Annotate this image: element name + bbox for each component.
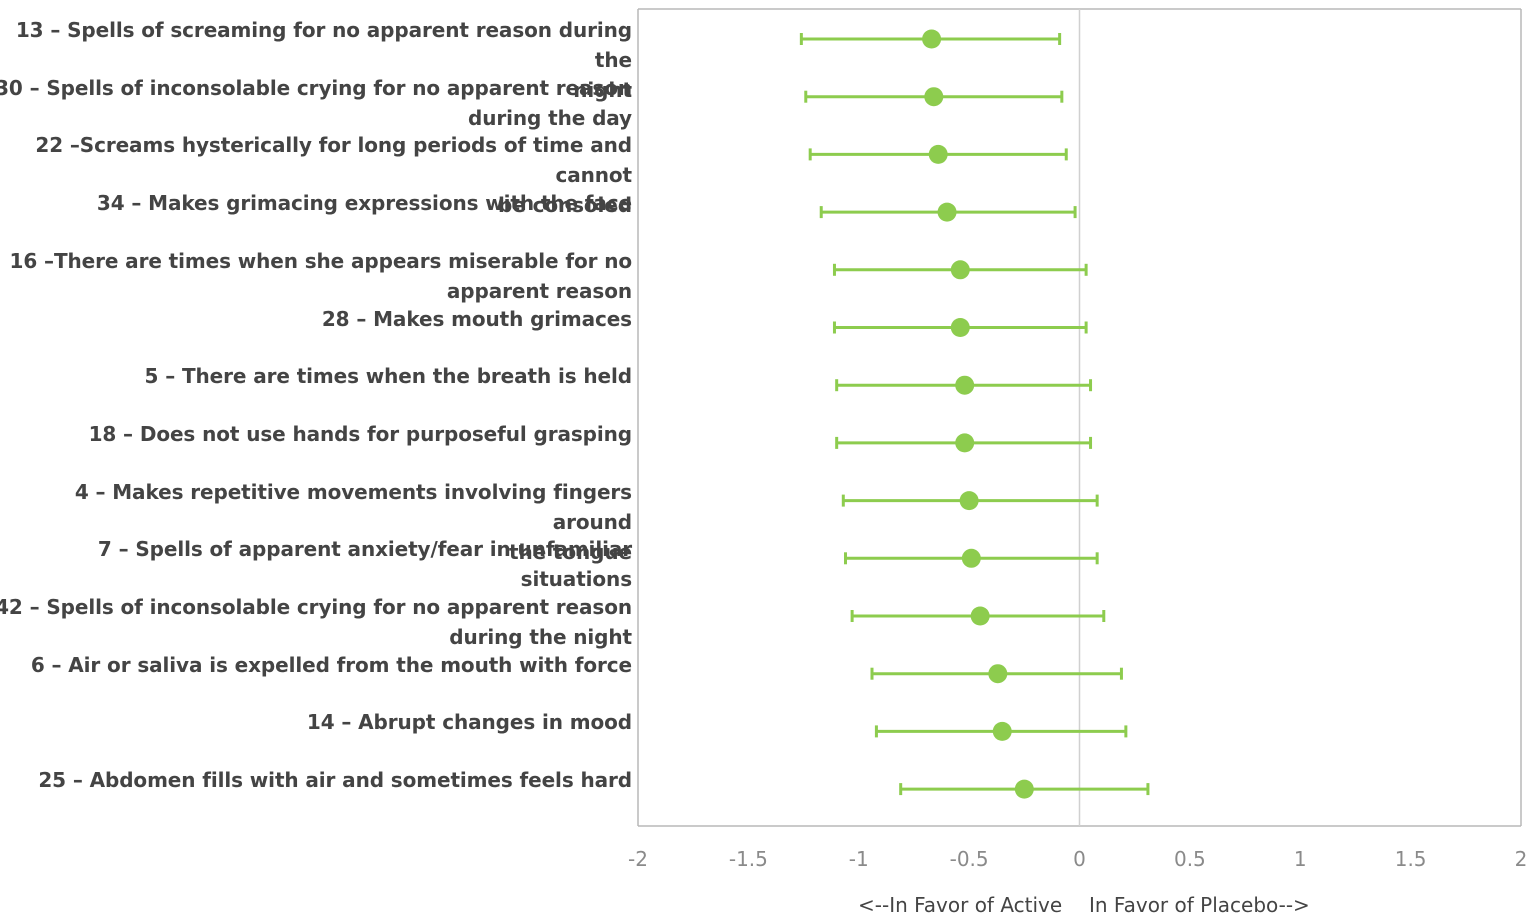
point-estimate: [937, 202, 957, 222]
point-estimate: [950, 260, 970, 280]
forest-row: [799, 29, 1062, 49]
forest-marks: [799, 29, 1150, 799]
point-estimate: [988, 664, 1008, 684]
row-label: 4 – Makes repetitive movements involving…: [74, 479, 632, 564]
forest-row: [832, 318, 1088, 337]
point-estimate: [1014, 779, 1034, 799]
row-label: 42 – Spells of inconsolable crying for n…: [0, 595, 632, 649]
point-estimate: [955, 433, 975, 453]
x-tick-label: 1.5: [1395, 847, 1427, 871]
x-tick-label: -1: [849, 847, 869, 871]
x-tick-label: -2: [628, 847, 648, 871]
row-label: 28 – Makes mouth grimaces: [321, 306, 632, 331]
x-tick-label: -1.5: [729, 847, 768, 871]
point-estimate: [970, 606, 990, 626]
point-estimate: [992, 721, 1012, 741]
forest-row: [874, 721, 1128, 741]
forest-row: [844, 548, 1099, 568]
forest-row: [850, 606, 1106, 626]
point-estimate: [924, 87, 944, 107]
forest-row: [808, 144, 1068, 164]
row-label: 25 – Abdomen fills with air and sometime…: [38, 768, 632, 793]
point-estimate: [961, 548, 981, 568]
x-tick-label: 0.5: [1174, 847, 1206, 871]
row-label: 14 – Abrupt changes in mood: [306, 710, 632, 735]
forest-row: [899, 779, 1150, 799]
row-label: 5 – There are times when the breath is h…: [144, 364, 633, 389]
point-estimate: [950, 318, 970, 337]
point-estimate: [928, 144, 948, 164]
x-tick-label: -0.5: [950, 847, 989, 871]
x-tick-label: 2: [1515, 847, 1528, 871]
row-label: 7 – Spells of apparent anxiety/fear in u…: [97, 537, 632, 592]
right-direction-label: In Favor of Placebo-->: [1089, 893, 1310, 917]
x-tick-label: 0: [1073, 847, 1086, 871]
row-label: 18 – Does not use hands for purposeful g…: [88, 421, 633, 446]
row-label: 6 – Air or saliva is expelled from the m…: [30, 652, 632, 677]
row-label: 16 –There are times when she appears mis…: [9, 248, 633, 303]
point-estimate: [922, 29, 942, 49]
forest-row: [841, 491, 1099, 511]
forest-row: [835, 433, 1093, 453]
row-label: 30 – Spells of inconsolable crying for n…: [0, 75, 632, 130]
point-estimate: [955, 375, 975, 395]
forest-row: [832, 260, 1088, 280]
left-direction-label: <--In Favor of Active: [858, 893, 1063, 917]
x-tick-label: 1: [1294, 847, 1307, 871]
x-axis-ticks: -2 -1.5 -1 -0.5 0 0.5 1 1.5 2: [628, 847, 1527, 871]
forest-row: [870, 664, 1123, 684]
row-label: 13 – Spells of screaming for no apparent…: [15, 18, 632, 102]
forest-row: [804, 87, 1064, 107]
row-label: 34 – Makes grimacing expressions with th…: [96, 191, 632, 216]
row-label: 22 –Screams hysterically for long period…: [35, 133, 632, 218]
point-estimate: [959, 491, 979, 511]
forest-row: [819, 202, 1077, 222]
forest-row: [835, 375, 1093, 395]
